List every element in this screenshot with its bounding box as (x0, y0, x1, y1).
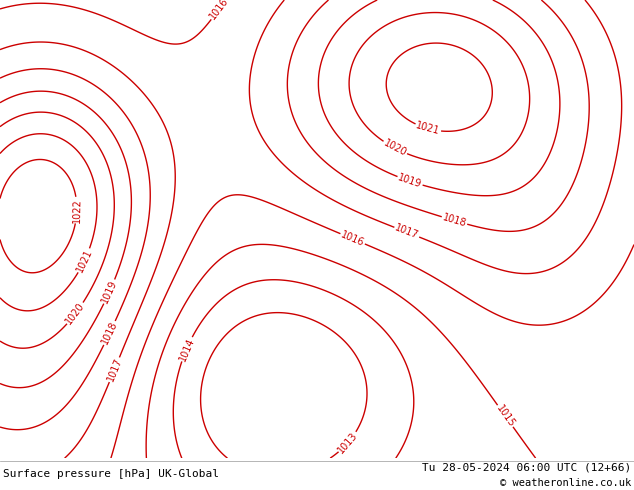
Text: 1013: 1013 (336, 430, 359, 455)
Text: 1018: 1018 (441, 212, 468, 229)
Text: 1020: 1020 (382, 138, 408, 158)
Text: 1014: 1014 (177, 336, 196, 362)
Text: 1018: 1018 (100, 320, 119, 346)
Text: 1019: 1019 (100, 278, 119, 305)
Text: 1020: 1020 (64, 301, 87, 326)
Text: © weatheronline.co.uk: © weatheronline.co.uk (500, 478, 631, 488)
Text: 1016: 1016 (208, 0, 231, 22)
Text: Surface pressure [hPa] UK-Global: Surface pressure [hPa] UK-Global (3, 469, 219, 479)
Text: Tu 28-05-2024 06:00 UTC (12+66): Tu 28-05-2024 06:00 UTC (12+66) (422, 462, 631, 472)
Text: 1022: 1022 (72, 197, 82, 222)
Text: 1017: 1017 (105, 356, 124, 383)
Text: 1019: 1019 (397, 172, 423, 190)
Text: 1021: 1021 (75, 247, 94, 274)
Text: 1015: 1015 (494, 403, 517, 429)
Text: 1017: 1017 (394, 223, 420, 241)
Text: 1016: 1016 (339, 229, 366, 248)
Text: 1021: 1021 (415, 121, 441, 137)
